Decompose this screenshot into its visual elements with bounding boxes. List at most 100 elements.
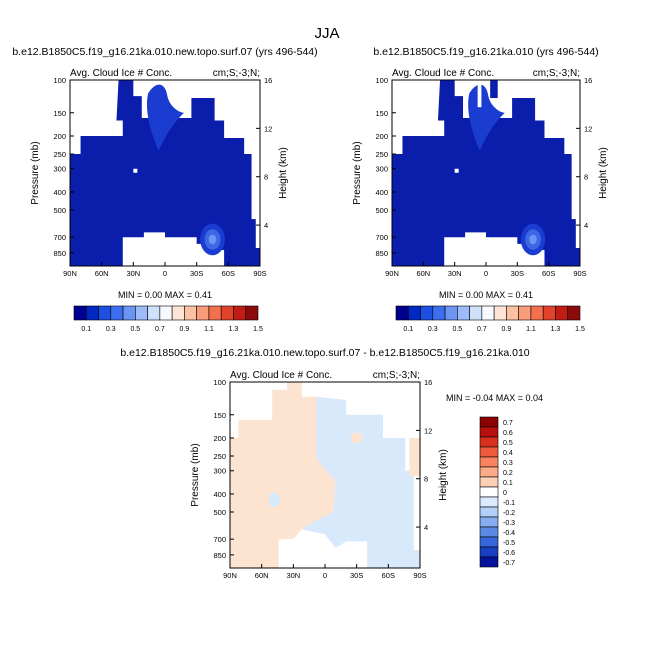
y-tick-label-right: 12 [424,426,432,435]
colorbar-box [85,305,99,321]
x-tick-label: 30N [448,269,462,278]
colorbar-top-left: 0.1 0.3 0.5 0.7 0.9 1.1 1.3 1.5 [73,305,263,333]
y-axis-label-right: Height (km) [598,147,609,199]
colorbar-label: -0.6 [503,550,515,557]
positive-edge [409,437,420,476]
page-title: JJA [314,25,339,42]
y-tick-label: 300 [53,165,66,174]
y-tick-label: 400 [213,490,226,499]
colorbar-label: 0 [503,490,507,497]
colorbar-box [493,305,507,321]
colorbar-box [567,305,581,321]
colorbar-box [479,516,499,528]
colorbar-box [444,305,458,321]
y-tick-label-right: 12 [264,124,272,133]
min-max-readout: MIN = 0.00 MAX = 0.41 [118,290,212,300]
y-tick-label: 100 [53,76,66,85]
y-tick-label: 150 [53,109,66,118]
colorbar-box [518,305,532,321]
y-tick-label-right: 12 [584,124,592,133]
colorbar-label: 0.1 [403,326,413,333]
colorbar-box [171,305,185,321]
colorbar-label: 0.2 [503,470,513,477]
panel-bottom-difference: b.e12.B1850C5.f19_g16.21ka.010.new.topo.… [120,347,543,580]
negative-patch [268,492,281,508]
colorbar-box [479,446,499,458]
x-tick-label: 60S [222,269,235,278]
colorbar-label: -0.3 [503,520,515,527]
colorbar-box [407,305,421,321]
x-tick-label: 90N [223,571,237,580]
colorbar-box [457,305,470,321]
colorbar-box [110,305,124,321]
colorbar-label: -0.5 [503,540,515,547]
colorbar-label: -0.4 [503,530,515,537]
field-label: Avg. Cloud Ice # Conc. [70,68,172,79]
y-axis-label-right: Height (km) [278,147,289,199]
panel-title: b.e12.B1850C5.f19_g16.21ka.010 (yrs 496-… [373,46,598,58]
colorbar-box [184,305,197,321]
colorbar-box [555,305,569,321]
colorbar-label: -0.2 [503,510,515,517]
colorbar-box [479,486,499,498]
y-tick-label: 500 [375,206,388,215]
missing-surface [287,539,309,568]
colorbar-box [73,305,87,321]
positive-patch [350,432,363,444]
colorbar-box [159,305,173,321]
low-max-core [208,234,217,245]
colorbar-label: 0.9 [502,326,512,333]
colorbar-box [506,305,519,321]
colorbar-box [479,536,499,548]
y-tick-label: 500 [53,206,66,215]
colorbar-label: 1.1 [526,326,536,333]
y-tick-label-right: 8 [584,173,588,182]
y-tick-label: 500 [213,508,226,517]
y-tick-label: 100 [213,378,226,387]
colorbar-label: 0.5 [452,326,462,333]
y-tick-label: 400 [53,188,66,197]
colorbar-label: 0.9 [180,326,190,333]
colorbar-box [479,436,499,448]
colorbar-box [245,305,259,321]
cloud-ice-field [70,80,260,266]
colorbar-label: 1.3 [551,326,561,333]
colorbar-box [479,506,499,518]
colorbar-box [530,305,544,321]
colorbar-label: 1.5 [253,326,263,333]
colorbar-box [220,305,234,321]
x-tick-label: 90S [413,571,426,580]
y-tick-label-right: 8 [424,475,428,484]
colorbar-label: -0.1 [503,500,515,507]
y-tick-label: 100 [375,76,388,85]
y-tick-label-right: 8 [264,173,268,182]
y-tick-label: 150 [375,109,388,118]
colorbar-box [122,305,136,321]
y-tick-label: 250 [213,452,226,461]
y-tick-label-right: 16 [584,76,592,85]
y-tick-label: 700 [53,233,66,242]
y-tick-label: 850 [53,249,66,258]
x-tick-label: 90S [253,269,266,278]
colorbar-box [479,546,499,558]
colorbar-box [135,305,148,321]
colorbar-label: 0.3 [106,326,116,333]
colorbar-label: 0.1 [81,326,91,333]
x-tick-label: 0 [484,269,488,278]
missing-column [477,80,482,108]
units-label: cm;S;-3;N; [213,68,260,79]
x-tick-label: 60S [542,269,555,278]
field [70,80,260,266]
y-tick-label-right: 4 [264,221,268,230]
y-tick-label: 200 [375,132,388,141]
x-tick-label: 90S [573,269,586,278]
missing-cell [454,168,459,173]
field-label: Avg. Cloud Ice # Conc. [392,68,494,79]
colorbar-label: 1.1 [204,326,214,333]
y-tick-label: 250 [53,150,66,159]
y-tick-label: 300 [213,467,226,476]
colorbar-box [479,526,499,538]
y-axis-label: Pressure (mb) [352,141,363,204]
colorbar-top-right: 0.1 0.3 0.5 0.7 0.9 1.1 1.3 1.5 [395,305,585,333]
